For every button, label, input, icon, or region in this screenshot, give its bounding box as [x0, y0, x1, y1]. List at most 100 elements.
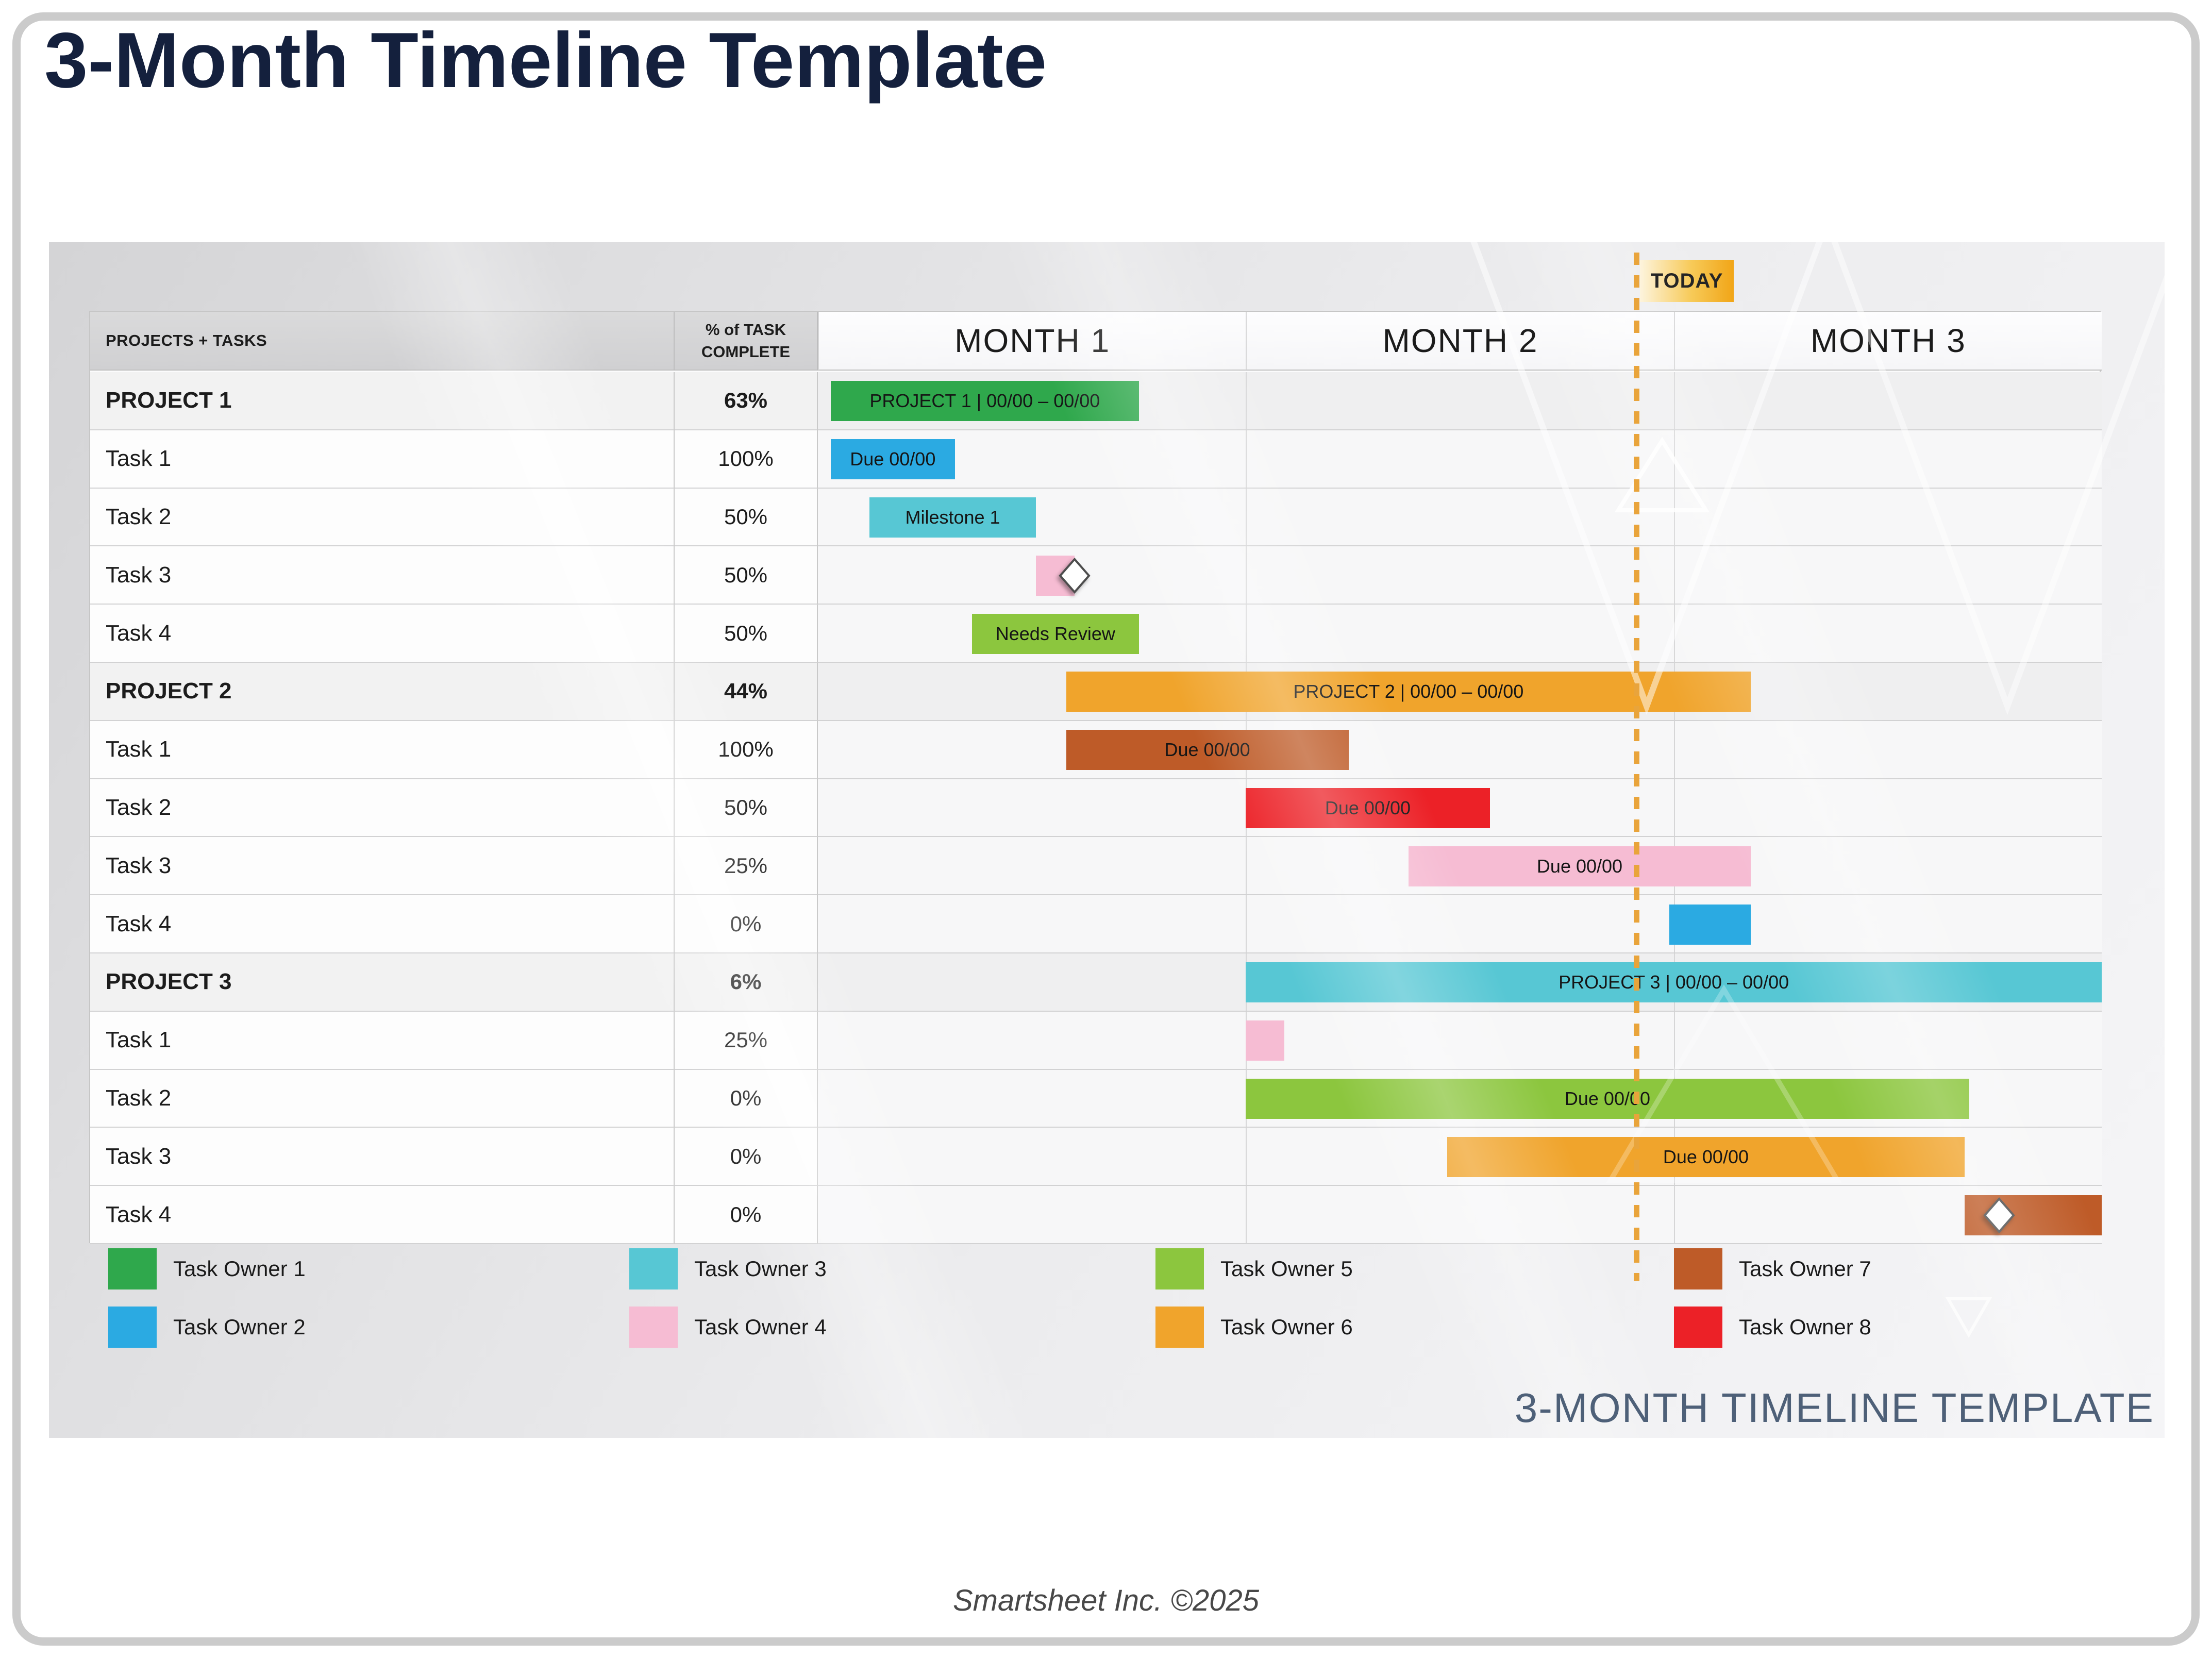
task-name-cell: Task 3: [90, 1128, 675, 1186]
gantt-bar: Needs Review: [971, 613, 1139, 654]
month-gridline: [1673, 779, 1675, 836]
pct-complete-cell: 50%: [675, 779, 818, 838]
pct-complete-cell: 0%: [675, 1069, 818, 1128]
month-gridline: [1246, 488, 1247, 546]
task-name-cell: Task 3: [90, 837, 675, 896]
pct-complete-cell: 50%: [675, 605, 818, 663]
task-name-cell: Task 4: [90, 605, 675, 663]
gantt-bar: PROJECT 1 | 00/00 – 00/00: [830, 381, 1139, 422]
gantt-bar: [1246, 1020, 1285, 1061]
gantt-table: PROJECTS + TASKS % of TASK COMPLETE MONT…: [89, 311, 2102, 1244]
task-name-cell: PROJECT 3: [90, 953, 675, 1012]
task-name-cell: Task 3: [90, 546, 675, 605]
legend-swatch: [108, 1307, 157, 1348]
legend-swatch: [1674, 1248, 1722, 1289]
gantt-bar: Due 00/00: [1408, 846, 1751, 886]
pct-complete-cell: 63%: [675, 372, 818, 430]
month-gridline: [1673, 605, 1675, 662]
milestone-diamond-icon: [1059, 557, 1091, 594]
watermark-title: 3-MONTH TIMELINE TEMPLATE: [1514, 1385, 2154, 1431]
legend-label: Task Owner 8: [1739, 1315, 1871, 1339]
month-gridline: [1246, 546, 1247, 604]
month-header: MONTH 2: [1246, 312, 1674, 371]
page-title: 3-Month Timeline Template: [44, 16, 1047, 104]
pct-complete-cell: 25%: [675, 837, 818, 896]
pct-complete-cell: 50%: [675, 488, 818, 547]
task-name-cell: Task 1: [90, 721, 675, 779]
month-gridline: [1673, 372, 1675, 429]
legend-label: Task Owner 7: [1739, 1257, 1871, 1281]
gantt-bar-label: PROJECT 2 | 00/00 – 00/00: [1293, 681, 1524, 702]
task-name-cell: Task 4: [90, 895, 675, 953]
pct-complete-cell: 25%: [675, 1011, 818, 1070]
gantt-bar-label: Milestone 1: [905, 507, 1000, 528]
month-gridline: [1673, 430, 1675, 488]
milestone-diamond-icon: [1983, 1197, 2015, 1233]
task-name-cell: PROJECT 1: [90, 372, 675, 430]
task-name-cell: Task 2: [90, 488, 675, 547]
pct-complete-cell: 6%: [675, 953, 818, 1012]
gantt-bar: Due 00/00: [830, 439, 955, 480]
task-name-cell: Task 2: [90, 779, 675, 838]
month-gridline: [1246, 605, 1247, 662]
chart-cell: [818, 721, 2102, 779]
gantt-bar: PROJECT 3 | 00/00 – 00/00: [1246, 962, 2102, 1003]
pct-complete-cell: 0%: [675, 1128, 818, 1186]
task-name-cell: Task 4: [90, 1186, 675, 1244]
gantt-bar: Due 00/00: [1246, 788, 1490, 828]
gantt-bar: Due 00/00: [1447, 1136, 1965, 1177]
legend-swatch: [1155, 1307, 1204, 1348]
month-gridline: [1673, 1011, 1675, 1069]
gantt-bar-label: Due 00/00: [1325, 797, 1411, 818]
pct-complete-cell: 44%: [675, 663, 818, 721]
month-gridline: [1246, 372, 1247, 429]
task-name-cell: PROJECT 2: [90, 663, 675, 721]
month-gridline: [1673, 721, 1675, 778]
gantt-bar: PROJECT 2 | 00/00 – 00/00: [1066, 672, 1751, 712]
pct-complete-cell: 0%: [675, 1186, 818, 1244]
gantt-bar: Due 00/00: [1246, 1079, 1969, 1119]
legend-label: Task Owner 1: [173, 1257, 306, 1281]
legend-swatch: [629, 1248, 678, 1289]
gantt-bar-label: Due 00/00: [1536, 855, 1623, 877]
month-gridline: [1246, 837, 1247, 895]
legend-label: Task Owner 3: [694, 1257, 827, 1281]
chart-cell: [818, 546, 2102, 605]
gantt-bar: [1669, 904, 1751, 945]
legend-swatch: [629, 1307, 678, 1348]
month-gridline: [1246, 430, 1247, 488]
today-badge: TODAY: [1640, 260, 1734, 302]
gantt-bar-label: Due 00/00: [1164, 739, 1250, 761]
pct-complete-cell: 100%: [675, 721, 818, 779]
footer-credit: Smartsheet Inc. ©2025: [952, 1584, 1260, 1617]
timeline-panel: PROJECTS + TASKS % of TASK COMPLETE MONT…: [49, 242, 2165, 1438]
month-gridline: [1246, 895, 1247, 952]
chart-cell: [818, 895, 2102, 953]
month-gridline: [1246, 1128, 1247, 1185]
month-gridline: [1673, 488, 1675, 546]
chart-cell: [818, 1011, 2102, 1070]
month-gridline: [1673, 1186, 1675, 1243]
month-gridline: [1673, 546, 1675, 604]
column-header-pct-complete: % of TASK COMPLETE: [675, 312, 818, 371]
chart-cell: [818, 430, 2102, 489]
gantt-bar-label: PROJECT 3 | 00/00 – 00/00: [1559, 972, 1789, 993]
gantt-bar: Milestone 1: [869, 497, 1036, 538]
gantt-bar-label: Due 00/00: [850, 448, 936, 470]
legend-label: Task Owner 6: [1220, 1315, 1353, 1339]
task-name-cell: Task 2: [90, 1069, 675, 1128]
month-header: MONTH 1: [818, 312, 1246, 371]
legend-label: Task Owner 4: [694, 1315, 827, 1339]
legend-label: Task Owner 2: [173, 1315, 306, 1339]
gantt-bar-label: Due 00/00: [1663, 1146, 1749, 1167]
today-line: [1633, 253, 1639, 1281]
legend-swatch: [1674, 1307, 1722, 1348]
legend-swatch: [108, 1248, 157, 1289]
legend-label: Task Owner 5: [1220, 1257, 1353, 1281]
month-gridline: [1246, 1186, 1247, 1243]
chart-cell: [818, 1186, 2102, 1244]
gantt-bar-label: PROJECT 1 | 00/00 – 00/00: [869, 390, 1100, 412]
pct-complete-cell: 50%: [675, 546, 818, 605]
gantt-bar-label: Needs Review: [995, 623, 1115, 644]
